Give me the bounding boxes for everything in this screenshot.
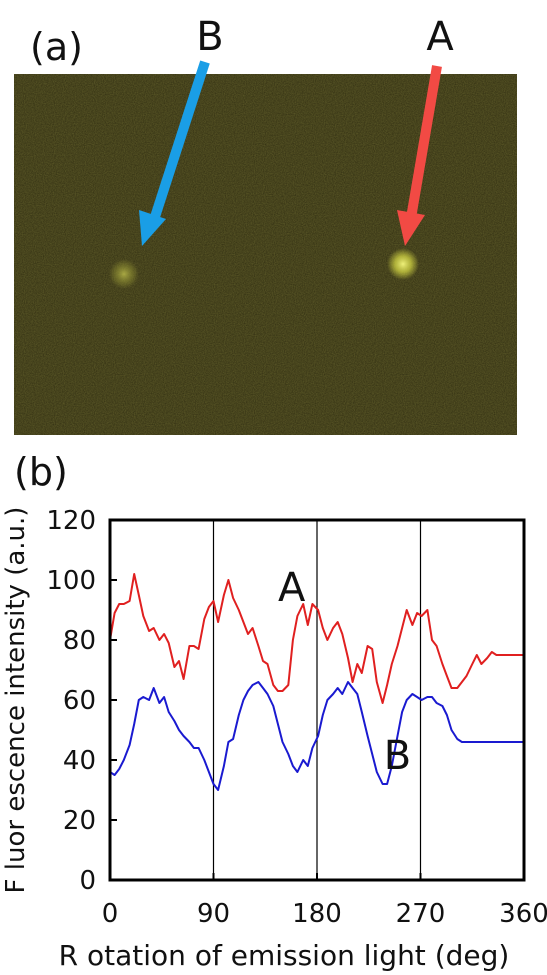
micrograph-noise (14, 74, 517, 435)
y-tick-label: 20 (63, 806, 96, 836)
fluorescent-spot-b (109, 259, 139, 289)
panel-a: (a) B A (14, 14, 517, 435)
y-tick-label: 120 (46, 506, 96, 536)
panel-b-label: (b) (14, 450, 68, 494)
x-tick-label: 270 (396, 899, 446, 929)
y-tick-label: 0 (79, 866, 96, 896)
x-tick-label: 360 (499, 899, 547, 929)
marker-a-label: A (426, 14, 454, 60)
series-line-a (109, 573, 524, 704)
fluorescent-spot-a (387, 248, 419, 280)
y-axis-label: F luor escence intensity (a.u.) (1, 507, 31, 894)
x-tick-label: 180 (292, 899, 342, 929)
panel-b: (b) 0 20 40 60 80 100 120 0 90 180 270 360 A B R otati… (1, 450, 547, 972)
panel-a-label: (a) (30, 25, 83, 69)
series-annotation-b: B (384, 733, 411, 779)
y-tick-label: 100 (46, 566, 96, 596)
marker-b-label: B (196, 14, 223, 60)
y-tick-label: 80 (63, 626, 96, 656)
x-tick-label: 0 (102, 899, 119, 929)
x-tick-label: 90 (197, 899, 230, 929)
y-tick-label: 40 (63, 746, 96, 776)
arrow-a (397, 65, 442, 246)
series-annotation-a: A (278, 565, 306, 611)
x-axis-label: R otation of emission light (deg) (59, 939, 510, 972)
intensity-chart: 0 20 40 60 80 100 120 0 90 180 270 360 A B R otation o… (1, 506, 547, 972)
arrow-b (139, 60, 210, 246)
series-line-b (109, 681, 524, 791)
y-tick-label: 60 (63, 686, 96, 716)
